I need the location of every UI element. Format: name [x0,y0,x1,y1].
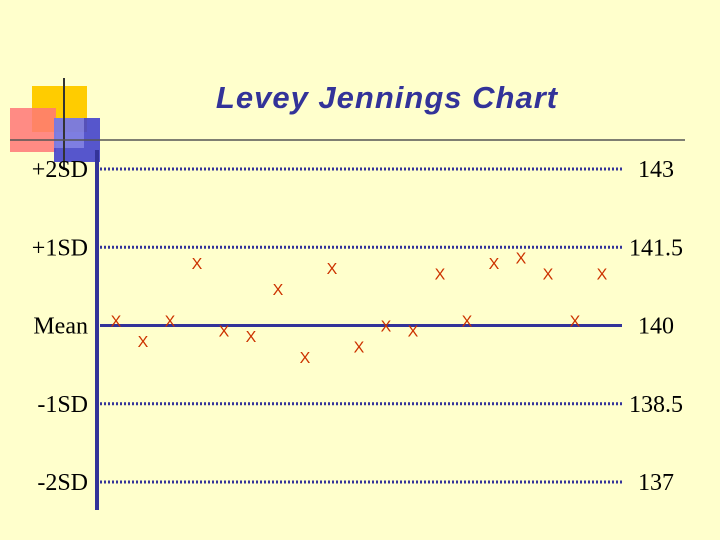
value-label: 137 [638,470,674,496]
data-point: X [570,313,581,330]
decor-blue-highlight [54,118,84,148]
data-point: X [354,339,365,356]
data-point: X [219,324,230,341]
data-point: X [462,313,473,330]
data-point: X [273,282,284,299]
data-point: X [597,266,608,283]
data-point: X [489,256,500,273]
data-point: X [165,313,176,330]
value-label: 138.5 [629,392,683,418]
data-point: X [543,266,554,283]
data-point: X [516,251,527,268]
chart-title: Levey Jennings Chart [216,80,559,115]
data-point: X [408,324,419,341]
data-point: X [138,334,149,351]
data-point: X [381,319,392,336]
sd-label: -1SD [37,392,88,418]
value-label: 141.5 [629,235,683,261]
value-label: 143 [638,157,674,183]
reference-lines: +2SD 143 +1SD 141.5 Mean 140 -1SD 138.5 -2SD 137 [32,157,683,496]
sd-label: -2SD [37,470,88,496]
sd-label: +1SD [32,235,88,261]
data-point: X [111,313,122,330]
decor-red-block [10,108,56,152]
value-label: 140 [638,314,674,340]
data-point: X [246,329,257,346]
data-point: X [327,261,338,278]
data-point: X [435,266,446,283]
sd-label: Mean [33,314,88,340]
data-point: X [300,350,311,367]
sd-label: +2SD [32,157,88,183]
data-point: X [192,256,203,273]
